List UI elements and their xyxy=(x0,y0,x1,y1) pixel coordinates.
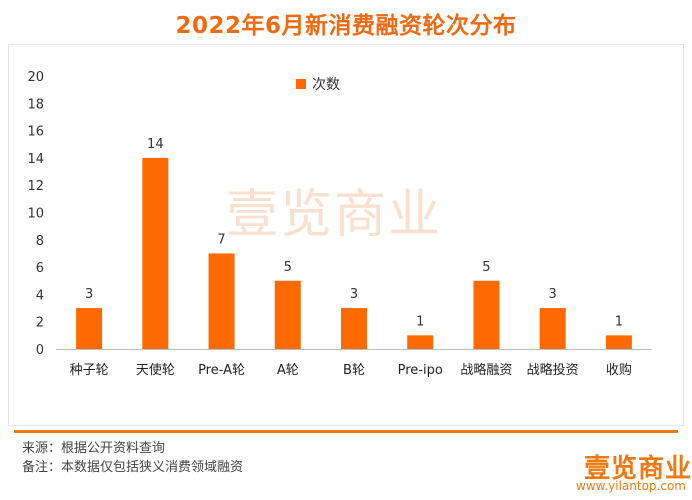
data-label: 5 xyxy=(482,260,490,275)
y-tick-label: 10 xyxy=(27,207,44,222)
y-tick-label: 16 xyxy=(27,125,44,140)
watermark: 壹览商业 xyxy=(226,185,443,245)
brand-url: www.yilantop.com xyxy=(576,479,686,493)
y-tick-label: 8 xyxy=(36,234,44,249)
data-label: 1 xyxy=(615,314,623,329)
data-label: 3 xyxy=(85,287,93,302)
remark-note: 备注：本数据仅包括狭义消费领域融资 xyxy=(22,460,244,475)
data-label: 14 xyxy=(147,137,164,152)
x-tick-label: Pre-ipo xyxy=(398,363,443,378)
bar xyxy=(208,253,235,349)
bar xyxy=(539,308,566,349)
x-tick-label: A轮 xyxy=(277,363,299,378)
x-tick-label: 战略投资 xyxy=(527,362,579,378)
data-label: 1 xyxy=(416,314,424,329)
y-tick-label: 6 xyxy=(36,261,44,276)
data-label: 3 xyxy=(350,287,358,302)
y-tick-label: 4 xyxy=(36,288,44,303)
y-tick-label: 18 xyxy=(27,97,44,112)
x-tick-label: 天使轮 xyxy=(136,362,175,378)
brand-logo: 壹览商业 xyxy=(584,454,692,484)
y-tick-label: 20 xyxy=(27,70,44,85)
bar xyxy=(341,308,367,349)
y-tick-label: 12 xyxy=(27,179,44,194)
footer-divider xyxy=(14,430,678,433)
x-tick-label: Pre-A轮 xyxy=(198,363,245,378)
bar xyxy=(605,335,632,349)
y-tick-label: 0 xyxy=(36,343,44,358)
bar xyxy=(473,280,500,349)
data-label: 3 xyxy=(549,287,557,302)
data-label: 7 xyxy=(217,232,225,247)
x-tick-label: 种子轮 xyxy=(70,363,109,378)
data-label: 5 xyxy=(284,260,292,275)
legend-swatch xyxy=(296,79,306,89)
source-note: 来源：根据公开资料查询 xyxy=(22,441,166,456)
bar xyxy=(407,335,434,349)
legend-label: 次数 xyxy=(312,77,340,93)
bar-chart: 0 2 4 6 8 10 12 14 16 18 20 3 种子轮 14 天使轮 7 Pre-A轮 5 A轮 3 B轮 1… xyxy=(27,70,652,378)
chart-title: 2022年6月新消费融资轮次分布 xyxy=(175,13,517,39)
y-tick-label: 14 xyxy=(27,152,44,167)
chart-frame xyxy=(8,44,684,426)
x-tick-label: 战略融资 xyxy=(460,362,512,378)
y-tick-label: 2 xyxy=(36,316,44,331)
bar xyxy=(142,157,169,349)
x-tick-label: 收购 xyxy=(606,362,632,378)
x-tick-label: B轮 xyxy=(343,363,365,378)
bar xyxy=(76,308,103,349)
bar xyxy=(274,280,301,349)
